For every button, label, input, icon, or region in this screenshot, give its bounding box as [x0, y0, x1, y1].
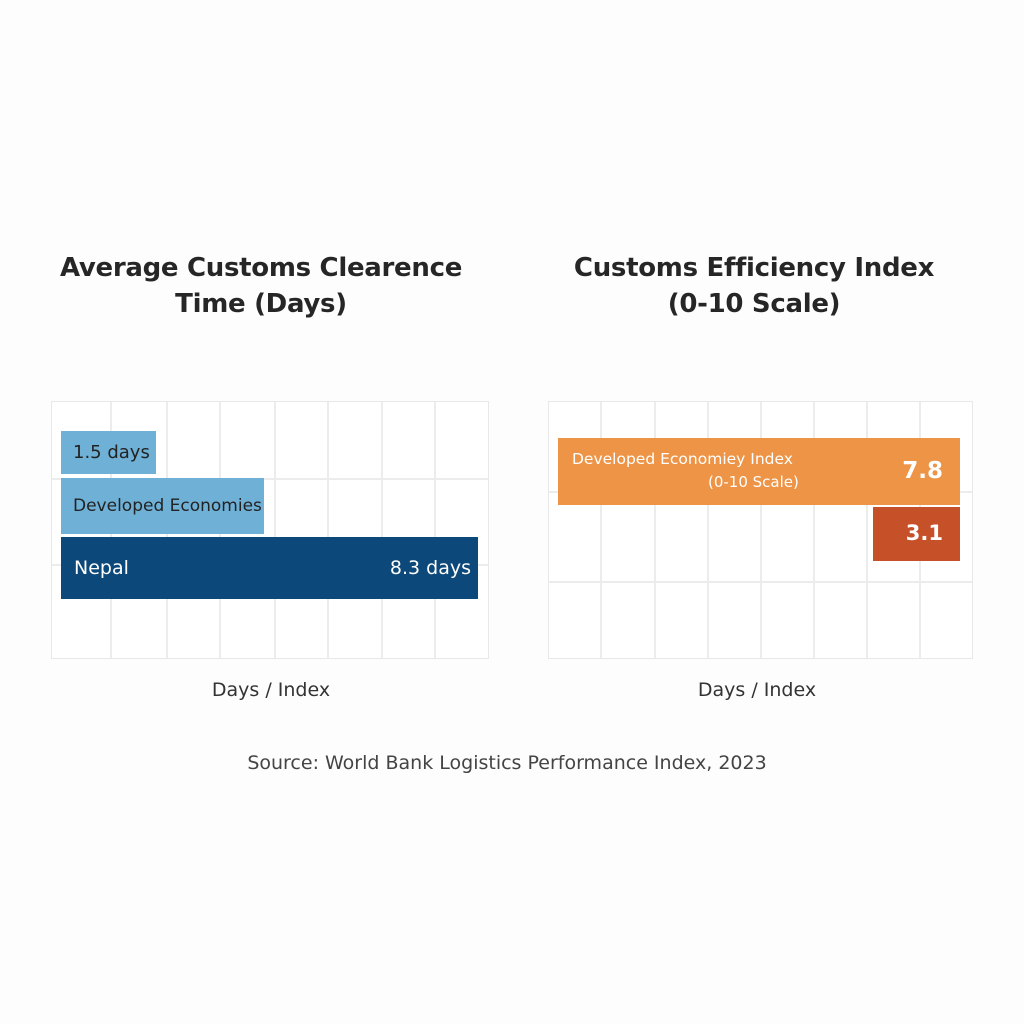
bar-label: Developed Economiey Index — [572, 450, 793, 468]
bar-value-label: 7.8 — [902, 458, 943, 484]
bar-value-label: 3.1 — [905, 521, 943, 545]
bar-label: 1.5 days — [73, 442, 150, 463]
right-title-line-1: Customs Efficiency Index — [573, 253, 935, 283]
bar-value-label: 8.3 days — [389, 557, 471, 579]
gridline — [866, 402, 868, 658]
gridline — [52, 478, 488, 480]
gridline — [707, 402, 709, 658]
gridline — [549, 581, 972, 583]
left-chart-title: Average Customs Clearence Time (Days) — [31, 250, 491, 322]
left-x-axis-label: Days / Index — [211, 679, 331, 701]
bar-developed-economies: Developed Economies — [61, 478, 264, 534]
bar-nepal: Nepal 8.3 days — [61, 537, 478, 599]
bar-label: Developed Economies — [73, 496, 262, 516]
left-title-line-2: Time (Days) — [175, 289, 347, 319]
gridline — [434, 402, 436, 658]
gridline — [813, 402, 815, 658]
gridline — [274, 402, 276, 658]
right-x-axis-label: Days / Index — [697, 679, 817, 701]
gridline — [381, 402, 383, 658]
gridline — [760, 402, 762, 658]
source-note: Source: World Bank Logistics Performance… — [247, 752, 767, 774]
bar-developed-economy-index: Developed Economiey Index (0-10 Scale) 7… — [558, 438, 960, 505]
right-title-line-2: (0-10 Scale) — [667, 289, 841, 319]
bar-3-1: 3.1 — [873, 507, 960, 561]
left-title-line-1: Average Customs Clearence — [59, 253, 463, 283]
gridline — [600, 402, 602, 658]
gridline — [327, 402, 329, 658]
gridline — [654, 402, 656, 658]
right-chart-title: Customs Efficiency Index (0-10 Scale) — [524, 250, 984, 322]
bar-1-5-days: 1.5 days — [61, 431, 156, 474]
bar-sublabel: (0-10 Scale) — [708, 473, 799, 491]
bar-label: Nepal — [74, 557, 129, 579]
